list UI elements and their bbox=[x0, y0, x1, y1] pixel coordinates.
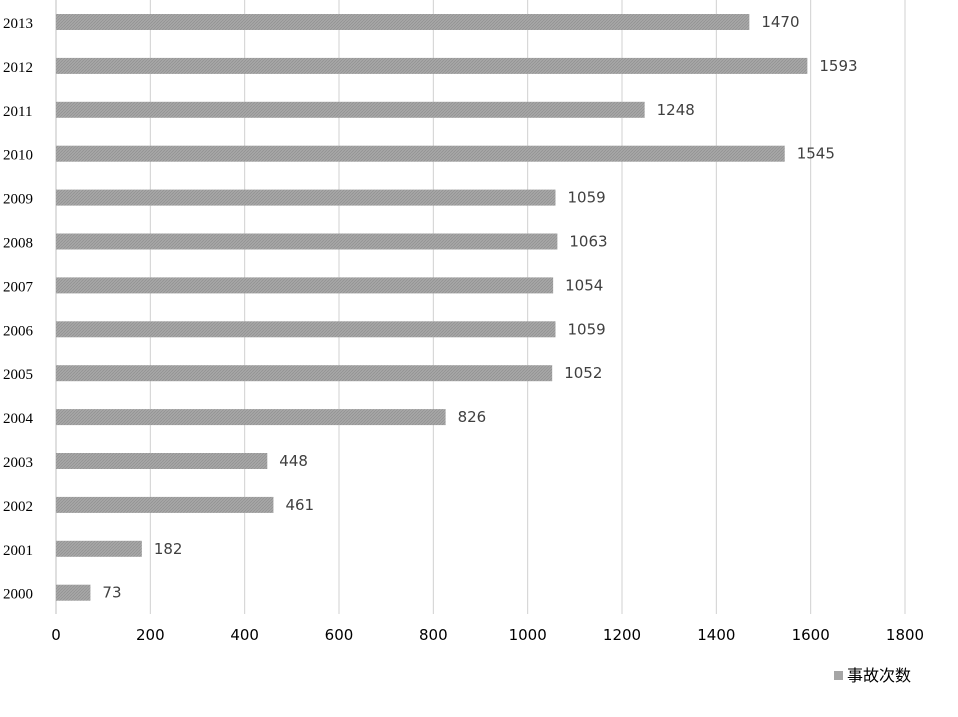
category-label: 2009 bbox=[3, 192, 33, 208]
data-label: 1059 bbox=[567, 320, 605, 338]
data-label: 1470 bbox=[761, 13, 799, 31]
data-label: 73 bbox=[102, 584, 121, 602]
bars bbox=[56, 14, 808, 601]
data-label: 1593 bbox=[819, 57, 857, 75]
category-label: 2003 bbox=[3, 455, 33, 471]
data-label: 1248 bbox=[657, 101, 695, 119]
category-label: 2000 bbox=[3, 587, 33, 603]
bar bbox=[56, 57, 808, 74]
bar bbox=[56, 14, 750, 30]
category-label: 2007 bbox=[3, 279, 34, 295]
gridlines bbox=[55, 0, 906, 614]
category-axis: 2013 2012 2011 2010 2009 2008 2007 2006 2005 2004… bbox=[3, 16, 34, 603]
data-label: 448 bbox=[279, 452, 308, 470]
category-label: 2005 bbox=[3, 367, 33, 383]
category-label: 2010 bbox=[3, 148, 33, 164]
category-label: 2004 bbox=[3, 411, 34, 427]
legend-label: 事故次数 bbox=[847, 666, 911, 685]
x-tick-label: 1800 bbox=[886, 626, 924, 644]
bar bbox=[56, 540, 142, 557]
bar bbox=[56, 189, 556, 206]
category-label: 2002 bbox=[3, 499, 33, 515]
x-tick-label: 0 bbox=[51, 626, 61, 644]
x-tick-label: 800 bbox=[419, 626, 448, 644]
bar bbox=[56, 409, 446, 426]
data-label: 1054 bbox=[565, 276, 603, 294]
data-label: 461 bbox=[285, 496, 314, 514]
bar bbox=[56, 496, 274, 513]
bar bbox=[56, 145, 785, 162]
bar bbox=[56, 584, 91, 601]
bar bbox=[56, 453, 268, 469]
category-label: 2008 bbox=[3, 236, 33, 252]
data-label: 1052 bbox=[564, 364, 602, 382]
bar bbox=[56, 233, 558, 250]
category-label: 2012 bbox=[3, 60, 33, 76]
bar bbox=[56, 365, 553, 382]
data-label: 1059 bbox=[567, 189, 605, 207]
data-label: 182 bbox=[154, 540, 183, 558]
x-tick-label: 200 bbox=[136, 626, 165, 644]
data-labels: 1470 1593 1248 1545 1059 1063 1054 1059 1052 826 4… bbox=[102, 13, 857, 602]
bar bbox=[56, 101, 645, 118]
x-tick-label: 1400 bbox=[697, 626, 735, 644]
x-tick-label: 1600 bbox=[792, 626, 830, 644]
bar bbox=[56, 321, 556, 338]
bar bbox=[56, 277, 554, 294]
x-tick-label: 600 bbox=[325, 626, 354, 644]
legend: 事故次数 bbox=[834, 666, 911, 685]
legend-swatch bbox=[834, 671, 843, 680]
x-tick-label: 1000 bbox=[509, 626, 547, 644]
data-label: 1545 bbox=[797, 145, 835, 163]
category-label: 2001 bbox=[3, 543, 33, 559]
category-label: 2006 bbox=[3, 323, 34, 339]
data-label: 1063 bbox=[569, 233, 607, 251]
x-tick-label: 1200 bbox=[603, 626, 641, 644]
value-axis: 0 200 400 600 800 1000 1200 1400 1600 1800 bbox=[51, 626, 924, 644]
category-label: 2011 bbox=[3, 104, 32, 120]
category-label: 2013 bbox=[3, 16, 33, 32]
x-tick-label: 400 bbox=[230, 626, 259, 644]
data-label: 826 bbox=[458, 408, 487, 426]
